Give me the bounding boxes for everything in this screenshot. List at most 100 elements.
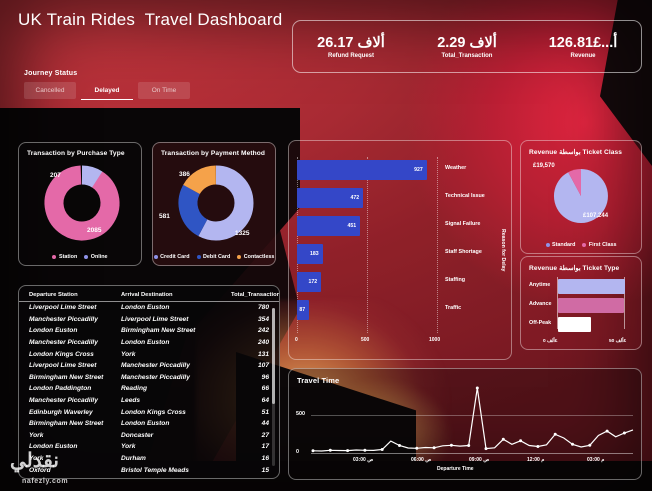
- legend-station[interactable]: Station: [52, 254, 77, 260]
- table-row[interactable]: Liverpool Lime Street Manchester Piccadil…: [19, 360, 279, 372]
- table-scrollbar-thumb[interactable]: [272, 308, 275, 404]
- travel-time-point[interactable]: [380, 448, 384, 451]
- kpi-revenue[interactable]: أ...£126.81 Revenue: [525, 35, 641, 59]
- travel-time-point[interactable]: [553, 432, 557, 436]
- travel-time-point[interactable]: [536, 445, 540, 448]
- travel-time-point[interactable]: [484, 447, 488, 451]
- table-row[interactable]: Manchester Piccadilly Leeds 64: [19, 395, 279, 407]
- purchase-type-donut[interactable]: [19, 143, 141, 265]
- table-cell: 15: [261, 466, 269, 474]
- journey-status-delayed[interactable]: Delayed: [81, 82, 133, 100]
- table-cell: York: [29, 431, 44, 439]
- table-cell: London Euston: [29, 327, 78, 335]
- travel-time-point[interactable]: [432, 446, 436, 450]
- travel-time-point[interactable]: [605, 429, 609, 433]
- legend-label-standard: Standard: [552, 242, 576, 248]
- panel-travel-time[interactable]: Travel Time 500 0 03:00 ص 06:00 ص 09:00 …: [288, 368, 642, 480]
- table-row[interactable]: London Euston Birmingham New Street 242: [19, 325, 279, 337]
- table-row[interactable]: London Kings Cross York 131: [19, 348, 279, 360]
- travel-time-point[interactable]: [363, 448, 367, 452]
- legend-credit-card[interactable]: Credit Card: [153, 254, 190, 260]
- travel-time-point[interactable]: [467, 444, 471, 447]
- kpi-refund-request[interactable]: 26.17 ألاف Refund Request: [293, 35, 409, 59]
- table-row[interactable]: Birmingham New Street London Euston 44: [19, 418, 279, 430]
- ticket-type-label-advance: Advance: [529, 301, 552, 307]
- xtick-1000: 1000: [429, 337, 441, 343]
- bar-signal-failure[interactable]: 451: [297, 216, 361, 236]
- table-row[interactable]: Birmingham New Street Manchester Piccadil…: [19, 372, 279, 384]
- panel-station-table[interactable]: Departure Station Arrival Destination To…: [18, 285, 280, 479]
- panel-ticket-type[interactable]: Revenue بواسطة Ticket Type Anytime Advan…: [520, 256, 642, 350]
- payment-method-donut[interactable]: [153, 143, 275, 265]
- travel-time-point[interactable]: [622, 431, 626, 435]
- legend-contactless[interactable]: Contactless: [237, 254, 274, 260]
- panel-payment-method[interactable]: Transaction by Payment Method 386 581 13…: [152, 142, 276, 266]
- category-weather: Weather: [445, 165, 467, 171]
- bar-weather[interactable]: 927: [297, 160, 427, 180]
- legend-online[interactable]: Online: [84, 254, 108, 260]
- table-row[interactable]: York Doncaster 27: [19, 430, 279, 442]
- travel-time-point[interactable]: [588, 443, 592, 447]
- legend-first-class[interactable]: First Class: [582, 242, 616, 248]
- kpi-card-group: 26.17 ألاف Refund Request 2.29 ألاف Tota…: [292, 20, 642, 73]
- table-cell: Edinburgh Waverley: [29, 408, 93, 416]
- column-total-transaction[interactable]: Total_Transaction: [231, 292, 280, 298]
- panel-reason-for-delay[interactable]: 927 472 451 183 172 87 Weather Technical…: [288, 140, 512, 360]
- legend-label-credit: Credit Card: [160, 254, 190, 260]
- travel-xtick-0900am: 09:00 ص: [469, 457, 490, 463]
- table-cell: Manchester Piccadilly: [29, 315, 98, 323]
- grid-line-500: [367, 157, 368, 333]
- bar-staffing[interactable]: 172: [297, 272, 322, 292]
- travel-time-point[interactable]: [449, 443, 453, 447]
- travel-time-point[interactable]: [328, 448, 332, 452]
- legend-debit-card[interactable]: Debit Card: [196, 254, 230, 260]
- table-cell: Manchester Piccadilly: [29, 339, 98, 347]
- bar-staff-shortage[interactable]: 183: [297, 244, 323, 264]
- travel-time-point[interactable]: [571, 442, 574, 446]
- travel-time-point[interactable]: [501, 437, 505, 441]
- ticket-type-bar-anytime[interactable]: [558, 279, 625, 294]
- column-arrival-destination[interactable]: Arrival Destination: [121, 292, 173, 298]
- panel-purchase-type[interactable]: Transaction by Purchase Type 207 2085 St…: [18, 142, 142, 266]
- table-cell: Reading: [121, 385, 148, 393]
- bar-value-staffing: 172: [308, 279, 318, 285]
- travel-time-point[interactable]: [415, 446, 419, 450]
- legend-standard[interactable]: Standard: [545, 242, 576, 248]
- table-row[interactable]: London Paddington Reading 66: [19, 383, 279, 395]
- table-row[interactable]: Edinburgh Waverley London Kings Cross 51: [19, 406, 279, 418]
- table-cell: Doncaster: [121, 431, 154, 439]
- table-row[interactable]: London Euston York 17: [19, 441, 279, 453]
- bar-technical-issue[interactable]: 472: [297, 188, 364, 208]
- travel-time-point[interactable]: [519, 439, 523, 443]
- ticket-type-tick-right: [624, 277, 625, 329]
- travel-time-line[interactable]: [289, 369, 641, 479]
- travel-time-point[interactable]: [475, 386, 479, 390]
- kpi-revenue-value: أ...£126.81: [548, 34, 618, 51]
- ticket-class-pie[interactable]: [521, 141, 641, 253]
- ticket-class-title: Revenue بواسطة Ticket Class: [529, 149, 623, 156]
- legend-swatch-standard: [545, 243, 550, 247]
- journey-status-filter: Journey Status Cancelled Delayed On Time: [24, 70, 190, 100]
- category-technical-issue: Technical Issue: [445, 193, 485, 199]
- table-row[interactable]: Manchester Piccadilly Liverpool Lime Stre…: [19, 314, 279, 326]
- travel-time-point[interactable]: [346, 449, 350, 453]
- table-cell: London Paddington: [29, 385, 92, 393]
- xtick-0: 0: [295, 337, 298, 343]
- ticket-type-bar-advance[interactable]: [558, 298, 624, 313]
- panel-ticket-class[interactable]: Revenue بواسطة Ticket Class £19,570 £107…: [520, 140, 642, 254]
- ticket-type-bar-offpeak[interactable]: [558, 317, 591, 332]
- purchase-label-online: 207: [50, 172, 61, 179]
- table-row[interactable]: Manchester Piccadilly London Euston 240: [19, 337, 279, 349]
- category-staffing: Staffing: [445, 277, 466, 283]
- kpi-total-transaction[interactable]: 2.29 ألاف Total_Transaction: [409, 35, 525, 59]
- journey-status-cancelled[interactable]: Cancelled: [24, 82, 76, 99]
- table-row[interactable]: Oxford Bristol Temple Meads 15: [19, 464, 279, 476]
- journey-status-ontime[interactable]: On Time: [138, 82, 190, 99]
- travel-time-point[interactable]: [311, 449, 315, 453]
- travel-time-point[interactable]: [398, 444, 401, 447]
- table-row[interactable]: York Durham 16: [19, 453, 279, 465]
- table-row[interactable]: Liverpool Lime Street London Euston 780: [19, 302, 279, 314]
- column-departure-station[interactable]: Departure Station: [29, 292, 78, 298]
- bar-traffic[interactable]: 87: [297, 300, 310, 320]
